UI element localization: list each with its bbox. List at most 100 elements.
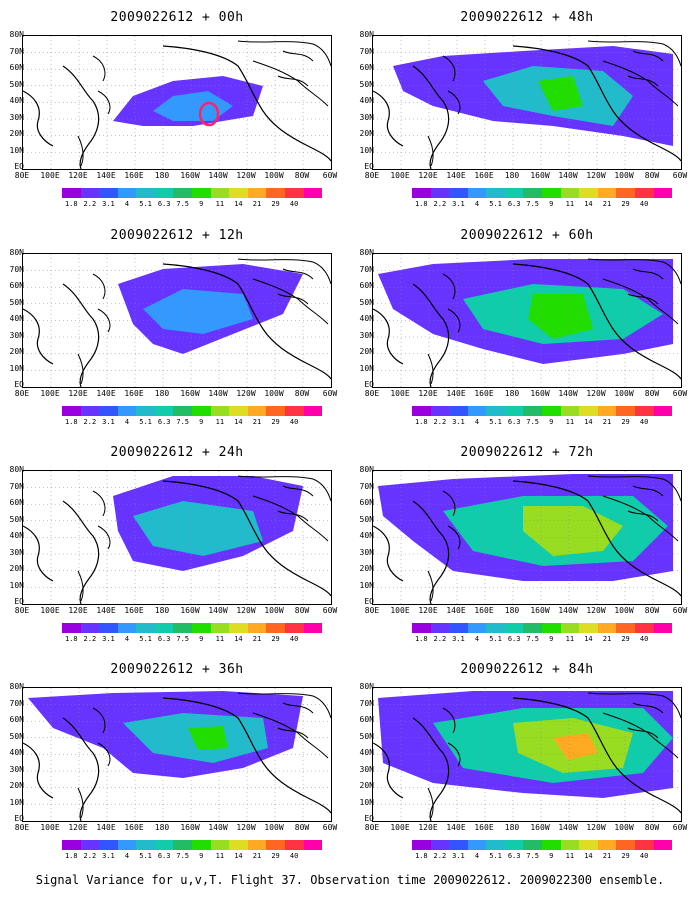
legend-swatch [412,406,431,416]
legend-label: 14 [234,852,243,860]
lon-tick-label: 80E [14,171,30,180]
legend-label: 40 [639,200,649,208]
lon-tick-label: 80W [294,606,310,615]
lat-tick-label: 70N [359,698,374,708]
legend-label: 14 [234,635,243,643]
lon-tick-label: 80E [14,606,30,615]
legend-label: 29 [271,200,280,208]
legend-swatch [154,188,174,198]
lon-tick-label: 180 [154,389,170,398]
legend-label: 11 [215,200,225,208]
legend-swatch [80,406,100,416]
lat-tick-label: 80N [9,248,24,257]
lat-tick-label: 50N [359,297,374,307]
lon-tick-label: 140W [208,823,228,832]
lat-tick-label: 40N [359,96,374,105]
lat-tick-label: 40N [359,314,374,323]
coastline [23,283,100,387]
lon-tick-label: 140W [558,606,578,615]
lon-tick-label: 120E [68,171,88,180]
legend-label: 7.5 [176,418,190,426]
legend-swatch [210,840,230,850]
legend-swatch [117,406,137,416]
legend-swatch [523,840,543,850]
lat-tick-label: 60N [359,498,374,507]
panel-title: 2009022612 + 84h [460,662,594,677]
lon-tick-label: 120W [586,606,606,615]
legend-swatch [634,406,654,416]
lon-tick-label: 180 [504,823,520,832]
legend-swatch [247,623,267,633]
color-legend [62,188,323,198]
legend-swatch [210,623,230,633]
lat-tick-label: 10N [9,145,24,155]
coastline [162,263,331,380]
lat-tick-label: 60N [9,498,24,507]
lon-tick-label: 80E [364,606,380,615]
legend-swatch [80,188,100,198]
legend-swatch [430,623,450,633]
lon-tick-label: 120W [586,389,606,398]
variance-contour [528,294,593,339]
lon-tick-label: 160E [124,823,144,832]
lat-tick-label: 10N [9,363,24,373]
lon-tick-label: 160W [180,171,200,180]
lon-tick-label: 80E [14,389,30,398]
lat-tick-label: EQ [14,380,24,389]
legend-swatch [523,188,543,198]
lat-tick-label: 10N [359,797,374,807]
legend-label: 2.2 [433,852,447,860]
legend-swatch [99,188,118,198]
legend-swatch [597,188,617,198]
legend-label: 3.1 [452,635,465,643]
lat-tick-label: 30N [9,547,24,557]
legend-label: 21 [602,200,612,208]
legend-label: 6.3 [157,200,171,208]
lat-tick-label: 10N [359,580,374,590]
lon-tick-label: 100E [390,171,410,180]
lon-tick-label: 100E [390,606,410,615]
legend-label: 9 [549,852,554,860]
legend-label: 11 [565,200,575,208]
legend-label: 40 [289,852,299,860]
legend-label: 6.3 [507,418,521,426]
lat-tick-label: 40N [359,531,374,540]
lon-tick-label: 140W [208,171,228,180]
legend-swatch [192,406,211,416]
legend-label: 1.8 [414,418,428,426]
flight-marker [198,101,220,127]
coastline [587,258,681,325]
legend-label: 11 [215,852,225,860]
color-legend [412,406,673,416]
legend-label: 2.2 [433,635,447,643]
legend-label: 3.1 [452,852,465,860]
lon-tick-label: 120E [418,171,438,180]
lon-tick-label: 180 [154,606,170,615]
legend-label: 11 [565,852,575,860]
coastline [237,40,331,107]
legend-swatch [284,188,304,198]
legend-label: 29 [621,200,630,208]
legend-label: 4 [474,200,480,208]
contour-map [372,35,682,170]
legend-label: 40 [639,852,649,860]
legend-label: 11 [215,635,225,643]
legend-swatch [192,188,211,198]
legend-swatch [136,840,155,850]
coastline [237,258,331,325]
legend-label: 21 [252,418,262,426]
legend-swatch [634,188,654,198]
lon-tick-label: 60W [322,606,338,615]
color-legend [62,623,323,633]
color-legend [62,840,323,850]
lon-tick-label: 160E [124,171,144,180]
map-panel: 2009022612 + 60h 80N 70N 60N 50N 40N 30N 20N 10N… [360,228,688,440]
legend-label: 2.2 [83,635,97,643]
lat-tick-label: 60N [359,281,374,290]
legend-label: 29 [621,635,630,643]
lon-tick-label: 140E [96,606,116,615]
lon-tick-label: 120W [236,389,256,398]
legend-swatch [173,406,193,416]
coastline [627,485,664,522]
legend-swatch [560,188,580,198]
